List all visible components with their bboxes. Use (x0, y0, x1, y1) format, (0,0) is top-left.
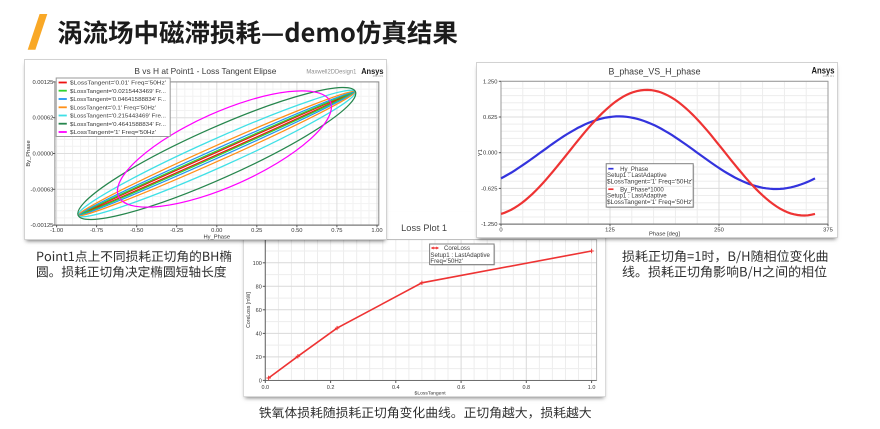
svg-text:$LossTangent: $LossTangent (414, 391, 446, 397)
svg-text:-0.50: -0.50 (130, 227, 143, 233)
svg-text:By_Phase*1000: By_Phase*1000 (620, 186, 664, 193)
svg-text:0.25: 0.25 (251, 227, 262, 233)
svg-text:125: 125 (605, 228, 615, 234)
svg-text:-1.00: -1.00 (50, 227, 63, 233)
svg-text:0.8: 0.8 (522, 385, 530, 391)
svg-text:Setup1 : LastAdaptive: Setup1 : LastAdaptive (607, 172, 667, 179)
svg-text:Ansys: Ansys (811, 66, 834, 76)
svg-text:40: 40 (256, 331, 262, 337)
svg-text:0: 0 (499, 228, 502, 234)
svg-text:2021 R1: 2021 R1 (372, 73, 383, 77)
svg-text:0.00: 0.00 (211, 227, 222, 233)
svg-text:0.2: 0.2 (327, 385, 335, 391)
svg-text:1.00: 1.00 (371, 227, 382, 233)
svg-text:250: 250 (714, 228, 724, 234)
svg-text:0.6: 0.6 (457, 385, 465, 391)
svg-text:0.0: 0.0 (261, 385, 269, 391)
svg-text:Phase [deg]: Phase [deg] (649, 232, 680, 238)
svg-text:-1.250: -1.250 (481, 222, 497, 228)
svg-text:20: 20 (256, 355, 262, 361)
svg-text:$LossTangent='0.1' Freq='50Hz': $LossTangent='0.1' Freq='50Hz' (70, 105, 156, 111)
svg-text:0.4: 0.4 (392, 385, 400, 391)
svg-text:-0.25: -0.25 (170, 227, 183, 233)
svg-text:$LossTangent='0.01' Freq='50Hz: $LossTangent='0.01' Freq='50Hz' (70, 80, 166, 86)
svg-text:By_Phase: By_Phase (25, 140, 31, 166)
svg-text:1.250: 1.250 (482, 79, 497, 85)
svg-text:Y1: Y1 (478, 149, 484, 156)
svg-text:0.00125: 0.00125 (32, 79, 53, 85)
svg-text:1.0: 1.0 (588, 385, 596, 391)
svg-text:$LossTangent='0.0215443469' Fr: $LossTangent='0.0215443469' Fr... (70, 88, 166, 94)
svg-text:375: 375 (823, 228, 833, 234)
svg-text:-0.00125: -0.00125 (30, 223, 53, 229)
svg-text:Freq='50Hz': Freq='50Hz' (430, 258, 463, 265)
svg-text:Hy_Phase: Hy_Phase (620, 166, 649, 173)
svg-text:Setup1 : LastAdaptive: Setup1 : LastAdaptive (430, 252, 490, 259)
svg-text:B vs H at Point1 - Loss Tangen: B vs H at Point1 - Loss Tangent Elipse (134, 65, 276, 75)
svg-text:0.000: 0.000 (482, 151, 497, 157)
svg-text:0.00000: 0.00000 (32, 151, 53, 157)
svg-text:-0.625: -0.625 (481, 186, 497, 192)
svg-text:0.75: 0.75 (331, 227, 342, 233)
svg-text:0.50: 0.50 (291, 227, 302, 233)
svg-text:80: 80 (256, 284, 262, 290)
svg-text:Maxwell2DDesign1: Maxwell2DDesign1 (306, 69, 357, 75)
svg-text:$LossTangent='1' Freq='50Hz': $LossTangent='1' Freq='50Hz' (607, 199, 693, 206)
svg-text:60: 60 (256, 308, 262, 314)
svg-text:Hy_Phase: Hy_Phase (203, 234, 230, 240)
svg-text:B_phase_VS_H_phase: B_phase_VS_H_phase (608, 67, 700, 77)
svg-text:-0.00063: -0.00063 (30, 187, 53, 193)
svg-text:Ansys: Ansys (361, 65, 384, 75)
svg-text:$LossTangent='1' Freq='50Hz': $LossTangent='1' Freq='50Hz' (70, 130, 156, 136)
svg-text:CoreLoss [mW]: CoreLoss [mW] (246, 292, 252, 328)
svg-text:CoreLoss: CoreLoss (444, 245, 470, 252)
svg-text:100: 100 (253, 261, 262, 267)
svg-text:0.625: 0.625 (482, 115, 497, 121)
svg-text:0.00062: 0.00062 (32, 115, 53, 121)
svg-text:$LossTangent='0.215443469' Fre: $LossTangent='0.215443469' Fre... (70, 113, 166, 119)
svg-text:$LossTangent='0.04641588834' F: $LossTangent='0.04641588834' F... (70, 97, 166, 103)
svg-text:Loss Plot 1: Loss Plot 1 (401, 223, 447, 233)
svg-text:Setup1 : LastAdaptive: Setup1 : LastAdaptive (607, 193, 667, 200)
svg-text:-0.75: -0.75 (90, 227, 103, 233)
svg-text:0: 0 (259, 378, 262, 384)
svg-text:2021 R1: 2021 R1 (822, 74, 834, 78)
svg-text:$LossTangent='1' Freq='50Hz': $LossTangent='1' Freq='50Hz' (607, 178, 693, 185)
svg-text:$LossTangent='0.4641588834' Fr: $LossTangent='0.4641588834' Fr... (70, 121, 166, 127)
